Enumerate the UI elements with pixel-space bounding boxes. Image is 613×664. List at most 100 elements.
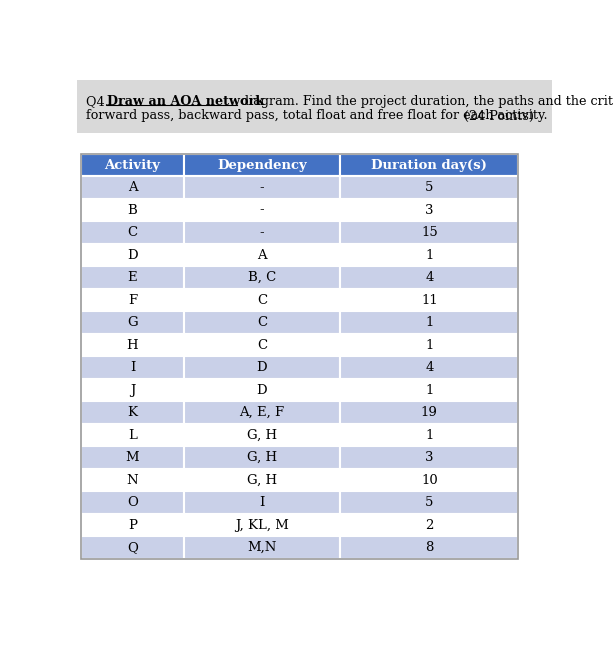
Text: Activity: Activity [104,159,161,171]
FancyBboxPatch shape [82,357,183,378]
Text: B: B [128,204,137,216]
FancyBboxPatch shape [82,469,183,491]
Text: C: C [257,316,267,329]
FancyBboxPatch shape [340,244,519,266]
Text: -: - [259,204,264,216]
Text: I: I [259,496,265,509]
Text: diagram. Find the project duration, the paths and the critical path (s),: diagram. Find the project duration, the … [237,95,613,108]
FancyBboxPatch shape [82,514,183,537]
Text: 5: 5 [425,496,433,509]
FancyBboxPatch shape [340,334,519,357]
Text: G: G [127,316,138,329]
Text: E: E [128,271,137,284]
Text: Q: Q [127,541,138,554]
Text: M: M [126,451,139,464]
FancyBboxPatch shape [340,469,519,491]
FancyBboxPatch shape [183,401,340,424]
Text: C: C [257,339,267,351]
Text: 3: 3 [425,451,433,464]
FancyBboxPatch shape [183,154,340,177]
FancyBboxPatch shape [340,221,519,244]
FancyBboxPatch shape [183,446,340,469]
FancyBboxPatch shape [340,357,519,378]
FancyBboxPatch shape [82,266,183,289]
Text: L: L [128,428,137,442]
Text: I: I [130,361,135,374]
Text: N: N [127,473,139,487]
Text: G, H: G, H [247,428,277,442]
Text: C: C [128,226,137,239]
FancyBboxPatch shape [82,289,183,311]
Text: 1: 1 [425,316,433,329]
Text: J: J [130,384,135,396]
Text: K: K [128,406,137,419]
FancyBboxPatch shape [82,446,183,469]
Text: 1: 1 [425,428,433,442]
Text: -: - [259,181,264,194]
Text: Dependency: Dependency [217,159,306,171]
FancyBboxPatch shape [183,266,340,289]
FancyBboxPatch shape [183,491,340,514]
FancyBboxPatch shape [82,177,183,199]
Text: 1: 1 [425,339,433,351]
FancyBboxPatch shape [183,469,340,491]
Text: A, E, F: A, E, F [239,406,284,419]
Text: 2: 2 [425,519,433,531]
FancyBboxPatch shape [340,401,519,424]
FancyBboxPatch shape [183,289,340,311]
FancyBboxPatch shape [82,244,183,266]
Text: -: - [259,226,264,239]
Text: D: D [127,248,138,262]
Text: 19: 19 [421,406,438,419]
FancyBboxPatch shape [340,514,519,537]
Text: J, KL, M: J, KL, M [235,519,289,531]
FancyBboxPatch shape [82,491,183,514]
FancyBboxPatch shape [340,177,519,199]
FancyBboxPatch shape [183,514,340,537]
Text: 3: 3 [425,204,433,216]
Text: G, H: G, H [247,473,277,487]
FancyBboxPatch shape [340,311,519,334]
Text: A: A [257,248,267,262]
Text: C: C [257,293,267,307]
Text: G, H: G, H [247,451,277,464]
Text: F: F [128,293,137,307]
Text: O: O [127,496,138,509]
FancyBboxPatch shape [82,378,183,401]
Text: forward pass, backward pass, total float and free float for each activity.: forward pass, backward pass, total float… [86,110,548,122]
Text: 15: 15 [421,226,438,239]
FancyBboxPatch shape [183,357,340,378]
FancyBboxPatch shape [183,537,340,558]
FancyBboxPatch shape [183,199,340,221]
FancyBboxPatch shape [340,424,519,446]
FancyBboxPatch shape [82,154,183,177]
FancyBboxPatch shape [82,334,183,357]
FancyBboxPatch shape [82,424,183,446]
FancyBboxPatch shape [340,199,519,221]
Text: 10: 10 [421,473,438,487]
FancyBboxPatch shape [183,311,340,334]
Text: 1: 1 [425,384,433,396]
Text: M,N: M,N [247,541,276,554]
Text: D: D [257,384,267,396]
Text: Draw an AOA network: Draw an AOA network [107,95,264,108]
FancyBboxPatch shape [82,311,183,334]
FancyBboxPatch shape [82,221,183,244]
Text: 4: 4 [425,271,433,284]
FancyBboxPatch shape [340,537,519,558]
Text: 11: 11 [421,293,438,307]
Text: H: H [127,339,139,351]
FancyBboxPatch shape [82,199,183,221]
Text: A: A [128,181,137,194]
FancyBboxPatch shape [183,177,340,199]
FancyBboxPatch shape [82,537,183,558]
Text: D: D [257,361,267,374]
Text: 8: 8 [425,541,433,554]
Text: B, C: B, C [248,271,276,284]
FancyBboxPatch shape [340,446,519,469]
FancyBboxPatch shape [82,401,183,424]
FancyBboxPatch shape [183,221,340,244]
FancyBboxPatch shape [183,424,340,446]
Text: Q4.: Q4. [86,95,113,108]
FancyBboxPatch shape [340,154,519,177]
